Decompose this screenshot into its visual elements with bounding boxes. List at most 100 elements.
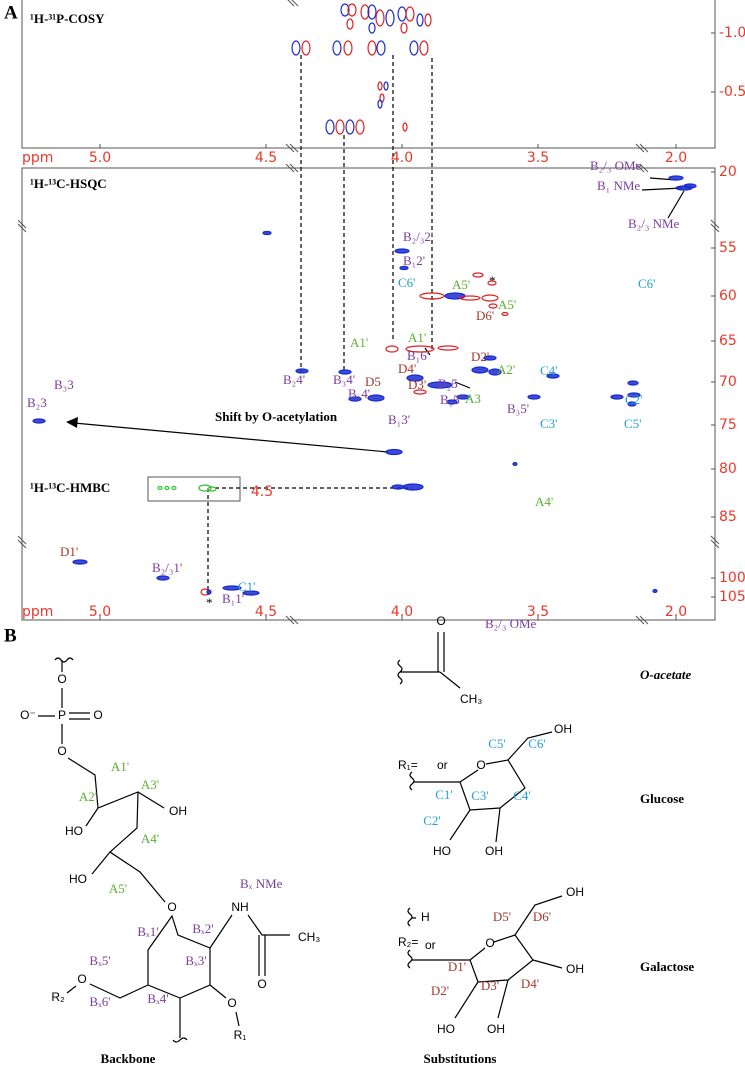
y-tick-label: -0.5: [719, 84, 745, 100]
peak: [419, 292, 445, 300]
peak: [198, 484, 212, 492]
peak: [346, 18, 354, 30]
atom: O: [93, 708, 102, 722]
peak: [345, 119, 355, 135]
position-label: D2': [431, 983, 449, 998]
position-label: A2': [79, 789, 97, 804]
peak: [483, 355, 497, 361]
x-tick-label: 2.0: [665, 150, 687, 166]
x-tick-label: 3.5: [527, 150, 549, 166]
peak: [471, 366, 489, 374]
annotation: Shift by O-acetylation: [215, 409, 338, 424]
correlation-lines: [66, 55, 685, 595]
position-label: Bₓ3': [185, 953, 206, 968]
peak: [332, 40, 342, 56]
atom: H: [421, 910, 430, 924]
peak-label: B₃4': [333, 372, 355, 387]
atom: OH: [485, 844, 503, 858]
peak: [413, 389, 427, 395]
peak: [481, 294, 499, 302]
y-tick-label: 85: [719, 509, 737, 525]
panel-label: B: [4, 625, 17, 646]
atom: HO: [433, 844, 451, 858]
atom: OH: [566, 885, 584, 899]
peak-label: C1': [238, 579, 256, 594]
substitution-structures: [397, 632, 563, 1019]
position-label: C6': [528, 736, 546, 751]
peak: [164, 485, 170, 491]
peak: [512, 461, 518, 467]
peak: [627, 380, 639, 386]
peak: [325, 119, 335, 135]
y-tick-label: 55: [719, 240, 737, 256]
position-label: A3': [141, 777, 159, 792]
position-label: D4': [521, 976, 539, 991]
panel-label: A: [4, 2, 18, 23]
peak-label: B₁2': [403, 253, 425, 268]
atom: O: [257, 977, 266, 991]
peak-label: *: [206, 595, 213, 610]
peak: [683, 183, 697, 189]
peak: [501, 311, 509, 317]
peak: [402, 122, 408, 132]
x-tick-label: 5.0: [89, 150, 111, 166]
x-tick-label: 4.5: [251, 484, 273, 500]
atom: R₁: [234, 1028, 247, 1042]
position-label: D5': [493, 909, 511, 924]
peak: [399, 265, 409, 271]
panel-title: ¹H-¹³C-HSQC: [30, 176, 107, 191]
position-label: A5': [109, 881, 127, 896]
peak: [171, 485, 177, 491]
substituent-name: Galactose: [640, 959, 694, 974]
position-label: D1': [448, 959, 466, 974]
peak: [385, 345, 399, 353]
peak: [652, 588, 658, 594]
substituent-name: Glucose: [640, 791, 684, 806]
peak: [394, 248, 410, 254]
peak-label: B₁5': [440, 392, 462, 407]
r-group: R₂=: [398, 935, 418, 949]
atom: CH₃: [298, 930, 320, 944]
peak: [416, 13, 424, 27]
peak: [402, 483, 424, 491]
atom: HO: [437, 1022, 455, 1036]
peak-label: A3: [465, 391, 481, 406]
peak: [377, 99, 383, 109]
position-label: Bₓ4': [147, 991, 168, 1006]
atom: O: [57, 672, 66, 686]
peak: [347, 3, 357, 17]
peak: [424, 13, 432, 27]
peak-label: D2': [471, 349, 489, 364]
peak: [157, 485, 163, 491]
peak: [206, 589, 212, 595]
atom: HO: [69, 872, 87, 886]
peak-label: B₁6': [407, 348, 429, 363]
peak-label: B₁4': [348, 386, 370, 401]
caption: Substitutions: [424, 1051, 497, 1066]
peak-label: B₃3: [54, 377, 74, 392]
peak: [343, 40, 353, 56]
y-tick-label: 75: [719, 417, 737, 433]
peak: [405, 6, 415, 22]
peak-label: A5': [498, 297, 516, 312]
peak: [367, 40, 377, 56]
peak: [456, 394, 470, 400]
position-label: Bₓ NMe: [240, 876, 283, 891]
peak: [156, 575, 170, 581]
position-label: Bₓ5': [89, 953, 110, 968]
peak: [527, 394, 541, 400]
peak: [222, 585, 242, 591]
peak: [427, 381, 453, 389]
x-tick-label: 3.5: [527, 604, 549, 620]
or: or: [425, 938, 436, 952]
peak-label: A5': [452, 277, 470, 292]
peak-label: A4': [535, 494, 553, 509]
position-label: Bₓ2': [192, 921, 213, 936]
panel-title: ¹H-¹³C-HMBC: [30, 480, 110, 495]
peak-label: B₂/₃2': [403, 229, 433, 244]
peak-label: B₁1': [222, 591, 244, 606]
peak: [627, 401, 637, 407]
peak: [385, 9, 395, 27]
peak: [355, 119, 365, 135]
